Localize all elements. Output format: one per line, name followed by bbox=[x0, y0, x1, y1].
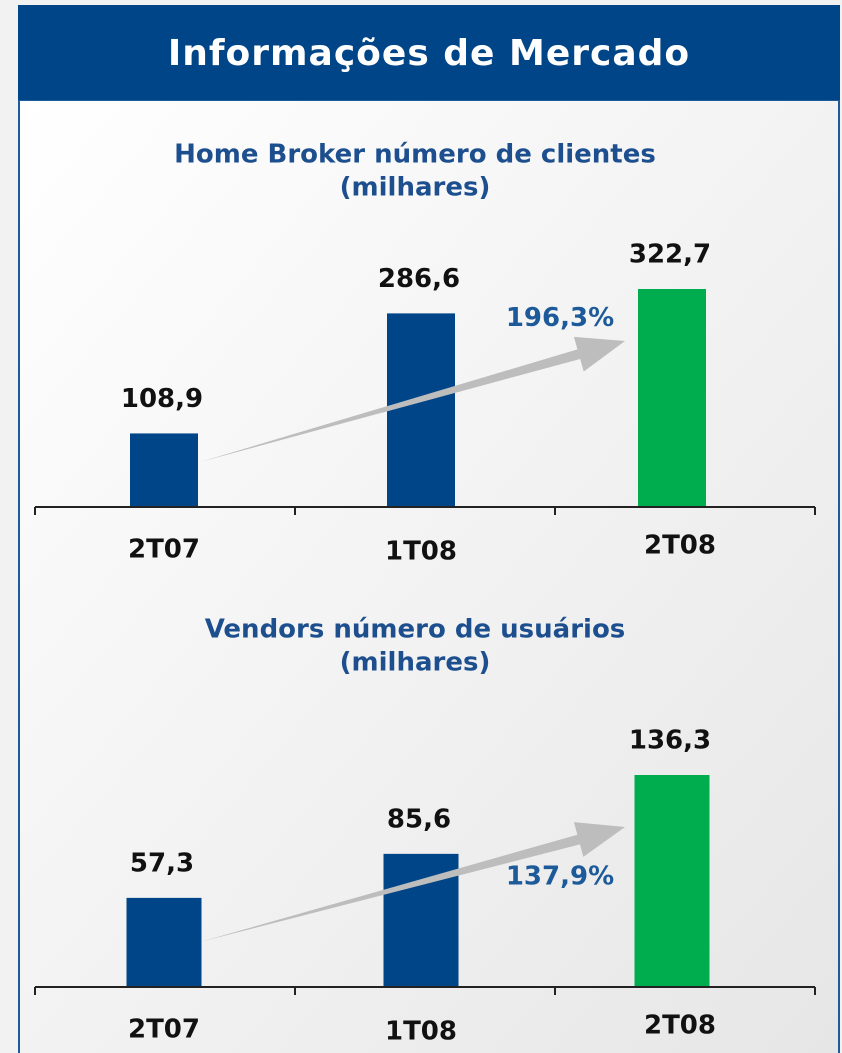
chart-subtitle: (milhares) bbox=[340, 173, 491, 203]
x-tick-label: 2T08 bbox=[644, 531, 716, 561]
x-tick-label: 2T07 bbox=[128, 1015, 200, 1045]
chart-subtitle: (milhares) bbox=[340, 648, 491, 678]
chart-title: Home Broker número de clientes bbox=[174, 140, 656, 170]
growth-arrow bbox=[200, 822, 625, 942]
value-label: 286,6 bbox=[378, 264, 460, 294]
value-label: 57,3 bbox=[130, 848, 194, 878]
x-tick-label: 2T07 bbox=[128, 535, 200, 565]
x-tick-label: 2T08 bbox=[644, 1011, 716, 1041]
bar bbox=[126, 897, 202, 987]
header bbox=[18, 5, 840, 100]
growth-label: 196,3% bbox=[506, 303, 614, 333]
value-label: 136,3 bbox=[629, 726, 711, 756]
growth-label: 137,9% bbox=[506, 861, 614, 891]
x-tick-label: 1T08 bbox=[385, 1017, 457, 1047]
chart-title: Vendors número de usuários bbox=[205, 615, 626, 645]
bar bbox=[634, 775, 710, 987]
header-title: Informações de Mercado bbox=[168, 33, 690, 74]
x-tick-label: 1T08 bbox=[385, 537, 457, 567]
value-label: 322,7 bbox=[629, 240, 711, 270]
value-label: 85,6 bbox=[387, 804, 451, 834]
bar bbox=[638, 289, 706, 507]
value-label: 108,9 bbox=[121, 384, 203, 414]
bar bbox=[387, 313, 455, 507]
bar bbox=[130, 433, 198, 507]
growth-arrow bbox=[200, 336, 625, 462]
